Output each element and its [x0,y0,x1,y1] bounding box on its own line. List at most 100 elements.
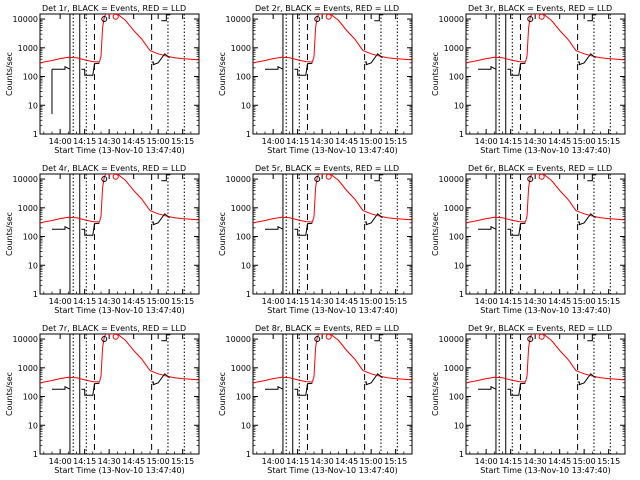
plot-frame [39,173,200,295]
events-series-line [294,62,313,76]
peak-circle-marker [538,173,545,180]
y-tick-label: 1 [33,290,38,299]
chart-panel-1: Det 1r, BLACK = Events, RED = LLD 1 10 100 1… [5,4,200,155]
peak-circle-marker [314,176,321,183]
y-tick-label: 1 [246,130,251,139]
y-tick-label: 1000 [444,364,464,373]
x-tick-label: 15:00 [573,137,596,146]
x-axis-label: Start Time (13-Nov-10 13:47:40) [54,146,184,155]
y-tick-label: 1 [459,290,464,299]
y-tick-label: 10000 [439,15,464,24]
x-tick-label: 14:00 [475,297,498,306]
chart-title: Det 5r, BLACK = Events, RED = LLD [255,164,399,173]
y-tick-label: 10 [241,421,251,430]
x-axis-label: Start Time (13-Nov-10 13:47:40) [480,146,610,155]
y-tick-label: 1 [33,130,38,139]
chart-title: Det 7r, BLACK = Events, RED = LLD [42,324,186,333]
y-tick-label: 10000 [439,175,464,184]
x-tick-label: 14:00 [475,457,498,466]
x-axis-label: Start Time (13-Nov-10 13:47:40) [54,306,184,315]
events-series-line [364,373,383,386]
peak-circle-marker [325,173,332,180]
events-series-line [81,62,100,76]
plot-frame [39,13,200,135]
y-tick-label: 1000 [231,364,251,373]
plot-area [466,174,625,294]
x-tick-label: 14:00 [475,137,498,146]
y-tick-label: 1 [33,450,38,459]
step-marker [161,174,171,182]
x-tick-label: 15:15 [171,137,194,146]
events-series-line [52,225,71,230]
chart-title: Det 3r, BLACK = Events, RED = LLD [468,4,612,13]
x-tick-label: 14:45 [122,137,145,146]
x-tick-label: 14:15 [499,457,522,466]
chart-panel-7: Det 7r, BLACK = Events, RED = LLD 1 10 100 1… [5,324,200,475]
chart-title: Det 8r, BLACK = Events, RED = LLD [255,324,399,333]
x-tick-label: 14:45 [122,297,145,306]
y-tick-label: 100 [23,73,38,82]
y-tick-label: 1 [459,450,464,459]
y-tick-label: 100 [236,73,251,82]
x-tick-label: 15:00 [573,297,596,306]
y-tick-label: 1000 [18,364,38,373]
peak-circle-marker [314,16,321,23]
step-marker [374,334,384,342]
x-tick-label: 14:15 [73,457,96,466]
y-tick-label: 10 [454,261,464,270]
peak-circle-marker [112,333,119,340]
events-series-line [507,62,526,76]
x-tick-label: 14:45 [335,457,358,466]
y-tick-label: 1 [246,290,251,299]
y-tick-label: 10000 [13,15,38,24]
events-series-line [507,382,526,396]
x-tick-label: 14:00 [49,457,72,466]
x-axis-label: Start Time (13-Nov-10 13:47:40) [267,466,397,475]
y-tick-label: 1000 [231,204,251,213]
x-tick-label: 14:15 [286,297,309,306]
peak-circle-marker [112,173,119,180]
x-tick-label: 14:30 [311,297,334,306]
plot-frame [252,333,413,455]
y-tick-label: 100 [23,393,38,402]
y-axis-label: Counts/sec [431,212,440,256]
x-tick-label: 14:15 [499,297,522,306]
x-tick-label: 14:30 [311,137,334,146]
plot-area [253,174,412,294]
step-marker [161,14,171,22]
x-tick-label: 14:30 [98,457,121,466]
plot-area [40,14,199,134]
y-tick-label: 1000 [444,44,464,53]
x-tick-label: 14:45 [548,137,571,146]
y-tick-label: 1000 [231,44,251,53]
peak-circle-marker [325,13,332,20]
x-tick-label: 15:15 [384,137,407,146]
y-axis-label: Counts/sec [218,52,227,96]
chart-panel-5: Det 5r, BLACK = Events, RED = LLD 1 10 100 1… [218,164,413,315]
x-tick-label: 14:30 [311,457,334,466]
lld-series-line [40,14,199,64]
x-tick-label: 15:00 [147,137,170,146]
events-series-line [81,222,100,236]
x-tick-label: 14:30 [98,297,121,306]
peak-circle-marker [538,13,545,20]
x-tick-label: 15:15 [597,137,620,146]
events-series-line [577,53,596,66]
x-tick-label: 14:00 [49,297,72,306]
y-tick-label: 100 [236,393,251,402]
x-axis-label: Start Time (13-Nov-10 13:47:40) [267,146,397,155]
peak-circle-marker [527,16,534,23]
chart-panel-9: Det 9r, BLACK = Events, RED = LLD 1 10 100 1… [431,324,626,475]
events-series-line [364,53,383,66]
y-tick-label: 1 [246,450,251,459]
y-tick-label: 10 [28,421,38,430]
x-tick-label: 15:00 [147,457,170,466]
y-tick-label: 10000 [226,335,251,344]
events-series-line [507,222,526,236]
x-tick-label: 14:15 [73,137,96,146]
peak-circle-marker [527,176,534,183]
x-tick-label: 14:45 [122,457,145,466]
y-tick-label: 10000 [13,175,38,184]
events-series-line [265,385,284,390]
